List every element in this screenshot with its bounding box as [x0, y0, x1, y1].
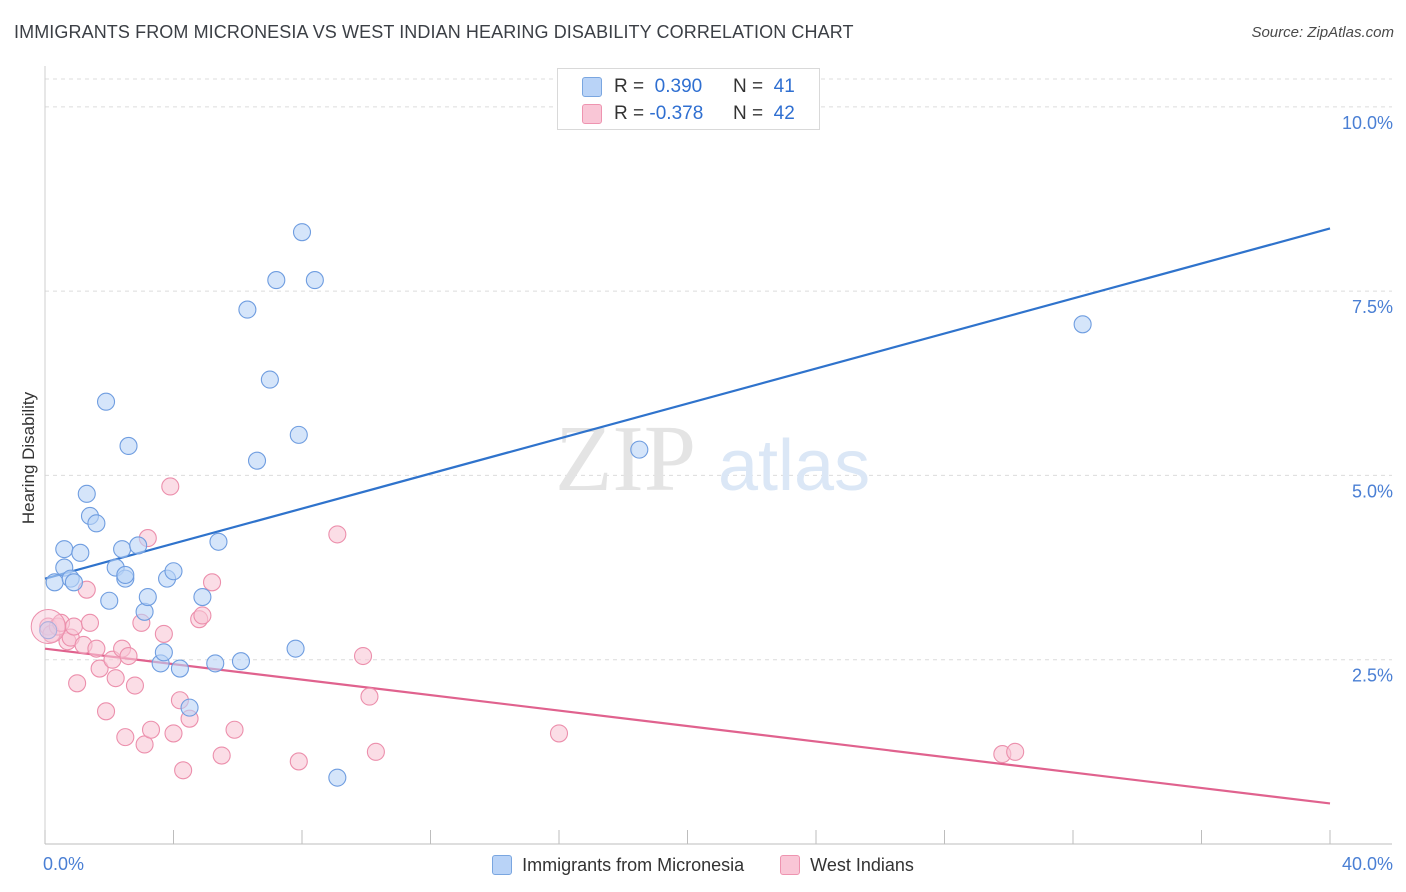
point-micronesia	[170, 659, 189, 678]
legend-row-micronesia: R = 0.390 N = 41	[558, 73, 819, 100]
legend-item-micronesia: Immigrants from Micronesia	[492, 855, 744, 876]
legend-r-west-indians: R = -0.378	[614, 102, 704, 124]
point-micronesia	[64, 573, 83, 592]
point-west-indians	[154, 624, 173, 643]
point-micronesia	[154, 643, 173, 662]
legend-n-micronesia: N = 41	[733, 75, 795, 97]
y-tick-label: 7.5%	[1352, 297, 1393, 317]
watermark-atlas: atlas	[718, 426, 870, 506]
point-micronesia	[206, 654, 225, 673]
point-west-indians	[212, 746, 231, 765]
point-micronesia	[286, 639, 305, 658]
point-micronesia	[39, 621, 58, 640]
x-tick-label-min: 0.0%	[43, 854, 84, 874]
point-west-indians	[360, 687, 379, 706]
point-micronesia	[289, 425, 308, 444]
legend-label-micronesia: Immigrants from Micronesia	[522, 854, 745, 875]
source-credit: Source: ZipAtlas.com	[1251, 24, 1394, 41]
point-micronesia	[209, 532, 228, 551]
point-west-indians	[353, 646, 373, 666]
point-micronesia	[180, 698, 199, 717]
trendlines	[44, 227, 1331, 805]
point-micronesia	[100, 591, 119, 610]
legend-n-west-indians: N = 42	[733, 102, 795, 124]
y-tick-label: 10.0%	[1342, 113, 1393, 133]
point-west-indians	[125, 676, 144, 695]
y-axis-label: Hearing Disability	[19, 391, 38, 524]
point-micronesia	[267, 271, 286, 290]
watermark-zip: ZIP	[555, 407, 696, 511]
correlation-legend: R = 0.390 N = 41 R = -0.378 N = 42	[557, 68, 820, 130]
point-micronesia	[238, 300, 257, 319]
point-micronesia	[45, 573, 64, 592]
x-tick-labels: 0.0% 40.0%	[43, 854, 1393, 874]
chart-title: IMMIGRANTS FROM MICRONESIA VS WEST INDIA…	[14, 22, 854, 42]
axes	[44, 66, 1392, 845]
point-west-indians	[174, 761, 193, 780]
series-legend: Immigrants from Micronesia West Indians	[0, 850, 1406, 880]
data-points	[30, 223, 1092, 787]
point-west-indians	[1006, 742, 1025, 761]
point-micronesia	[87, 514, 106, 533]
point-micronesia	[305, 271, 324, 290]
point-west-indians	[116, 728, 135, 747]
point-west-indians	[80, 613, 100, 632]
point-micronesia	[71, 543, 90, 562]
point-west-indians	[328, 525, 347, 544]
point-west-indians	[225, 720, 244, 739]
point-west-indians	[549, 724, 569, 743]
point-west-indians	[90, 659, 109, 678]
point-west-indians	[106, 669, 125, 688]
point-west-indians	[96, 702, 116, 721]
y-tick-labels: 2.5% 5.0% 7.5% 10.0%	[1342, 113, 1393, 686]
point-west-indians	[164, 724, 183, 743]
point-micronesia	[135, 602, 154, 621]
legend-label-west-indians: West Indians	[810, 854, 914, 875]
point-micronesia	[630, 440, 649, 459]
point-micronesia	[119, 436, 138, 455]
point-west-indians	[64, 617, 83, 636]
point-micronesia	[77, 484, 96, 503]
point-micronesia	[231, 652, 251, 671]
legend-swatch-west-indians	[582, 103, 602, 124]
trendline-micronesia	[44, 227, 1331, 580]
point-micronesia	[129, 536, 148, 555]
point-micronesia	[164, 562, 183, 581]
legend-r-micronesia: R = 0.390	[614, 75, 703, 97]
trendline-west-indians	[44, 647, 1331, 805]
legend-swatch-west-indians-bottom	[780, 855, 801, 875]
point-west-indians	[203, 573, 222, 592]
y-tick-label: 5.0%	[1352, 481, 1393, 501]
point-west-indians	[141, 720, 161, 739]
point-micronesia	[96, 392, 116, 411]
legend-swatch-micronesia-bottom	[492, 855, 513, 875]
point-micronesia	[1073, 315, 1092, 334]
point-micronesia	[328, 768, 347, 787]
point-west-indians-cluster	[30, 609, 66, 645]
point-west-indians	[68, 674, 87, 693]
point-micronesia	[138, 588, 157, 607]
point-micronesia	[193, 588, 212, 607]
point-west-indians	[366, 742, 385, 761]
y-tick-label: 2.5%	[1352, 666, 1393, 686]
point-micronesia	[113, 540, 132, 559]
point-west-indians	[289, 752, 308, 771]
point-west-indians	[87, 639, 106, 658]
point-west-indians	[119, 646, 138, 666]
legend-item-west-indians: West Indians	[780, 855, 914, 876]
point-micronesia	[116, 565, 135, 584]
point-west-indians	[161, 477, 180, 496]
legend-row-west-indians: R = -0.378 N = 42	[558, 100, 819, 127]
point-micronesia	[260, 370, 279, 389]
grid-lines	[45, 78, 1392, 661]
point-micronesia	[292, 223, 312, 242]
legend-swatch-micronesia	[582, 76, 602, 97]
watermark: ZIP atlas	[555, 407, 870, 511]
x-tick-label-max: 40.0%	[1342, 854, 1393, 874]
point-micronesia	[55, 540, 74, 559]
point-west-indians	[193, 606, 212, 625]
point-micronesia	[247, 451, 267, 470]
